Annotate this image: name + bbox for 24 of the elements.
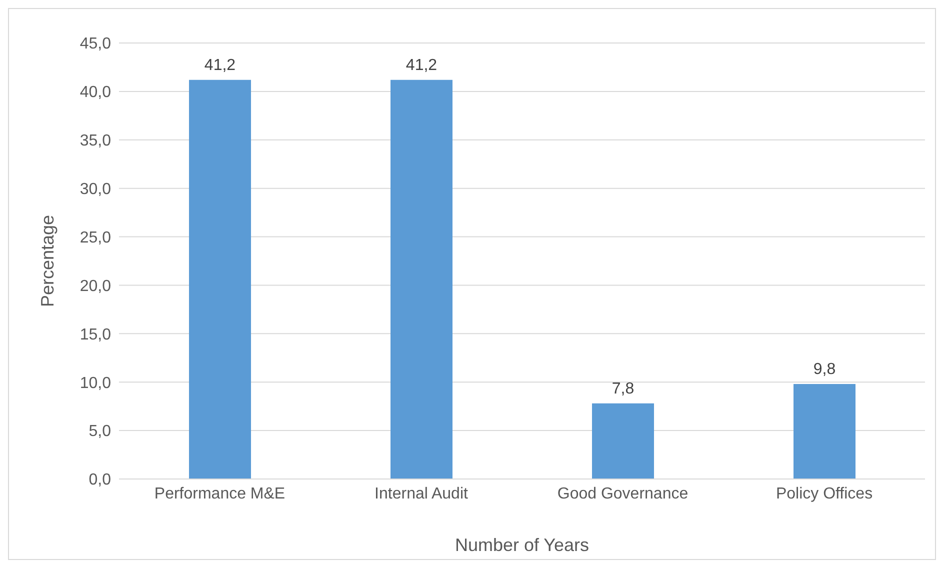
- y-tick-label: 30,0: [80, 181, 112, 198]
- x-tick-label: Internal Audit: [374, 485, 468, 502]
- y-tick-label: 0,0: [88, 472, 112, 489]
- y-tick-label: 25,0: [80, 229, 112, 246]
- x-axis-title: Number of Years: [454, 535, 590, 555]
- data-label: 9,8: [813, 361, 836, 378]
- y-tick-label: 15,0: [80, 326, 112, 344]
- data-label: 41,2: [406, 56, 438, 74]
- data-label: 41,2: [204, 56, 236, 74]
- bar: [794, 384, 856, 479]
- y-tick-label: 20,0: [80, 278, 112, 295]
- x-tick-label: Performance M&E: [154, 485, 286, 502]
- y-tick-label: 5,0: [88, 423, 112, 440]
- y-axis-title: Percentage: [37, 214, 58, 308]
- bar: [189, 80, 251, 479]
- bar: [592, 403, 654, 479]
- y-tick-label: 10,0: [80, 374, 112, 392]
- x-tick-label: Good Governance: [557, 485, 688, 502]
- bar: [390, 80, 452, 479]
- y-tick-label: 35,0: [80, 132, 112, 150]
- y-tick-label: 40,0: [80, 84, 112, 102]
- x-tick-label: Policy Offices: [776, 485, 873, 502]
- data-label: 7,8: [612, 380, 634, 398]
- y-tick-label: 45,0: [80, 36, 112, 53]
